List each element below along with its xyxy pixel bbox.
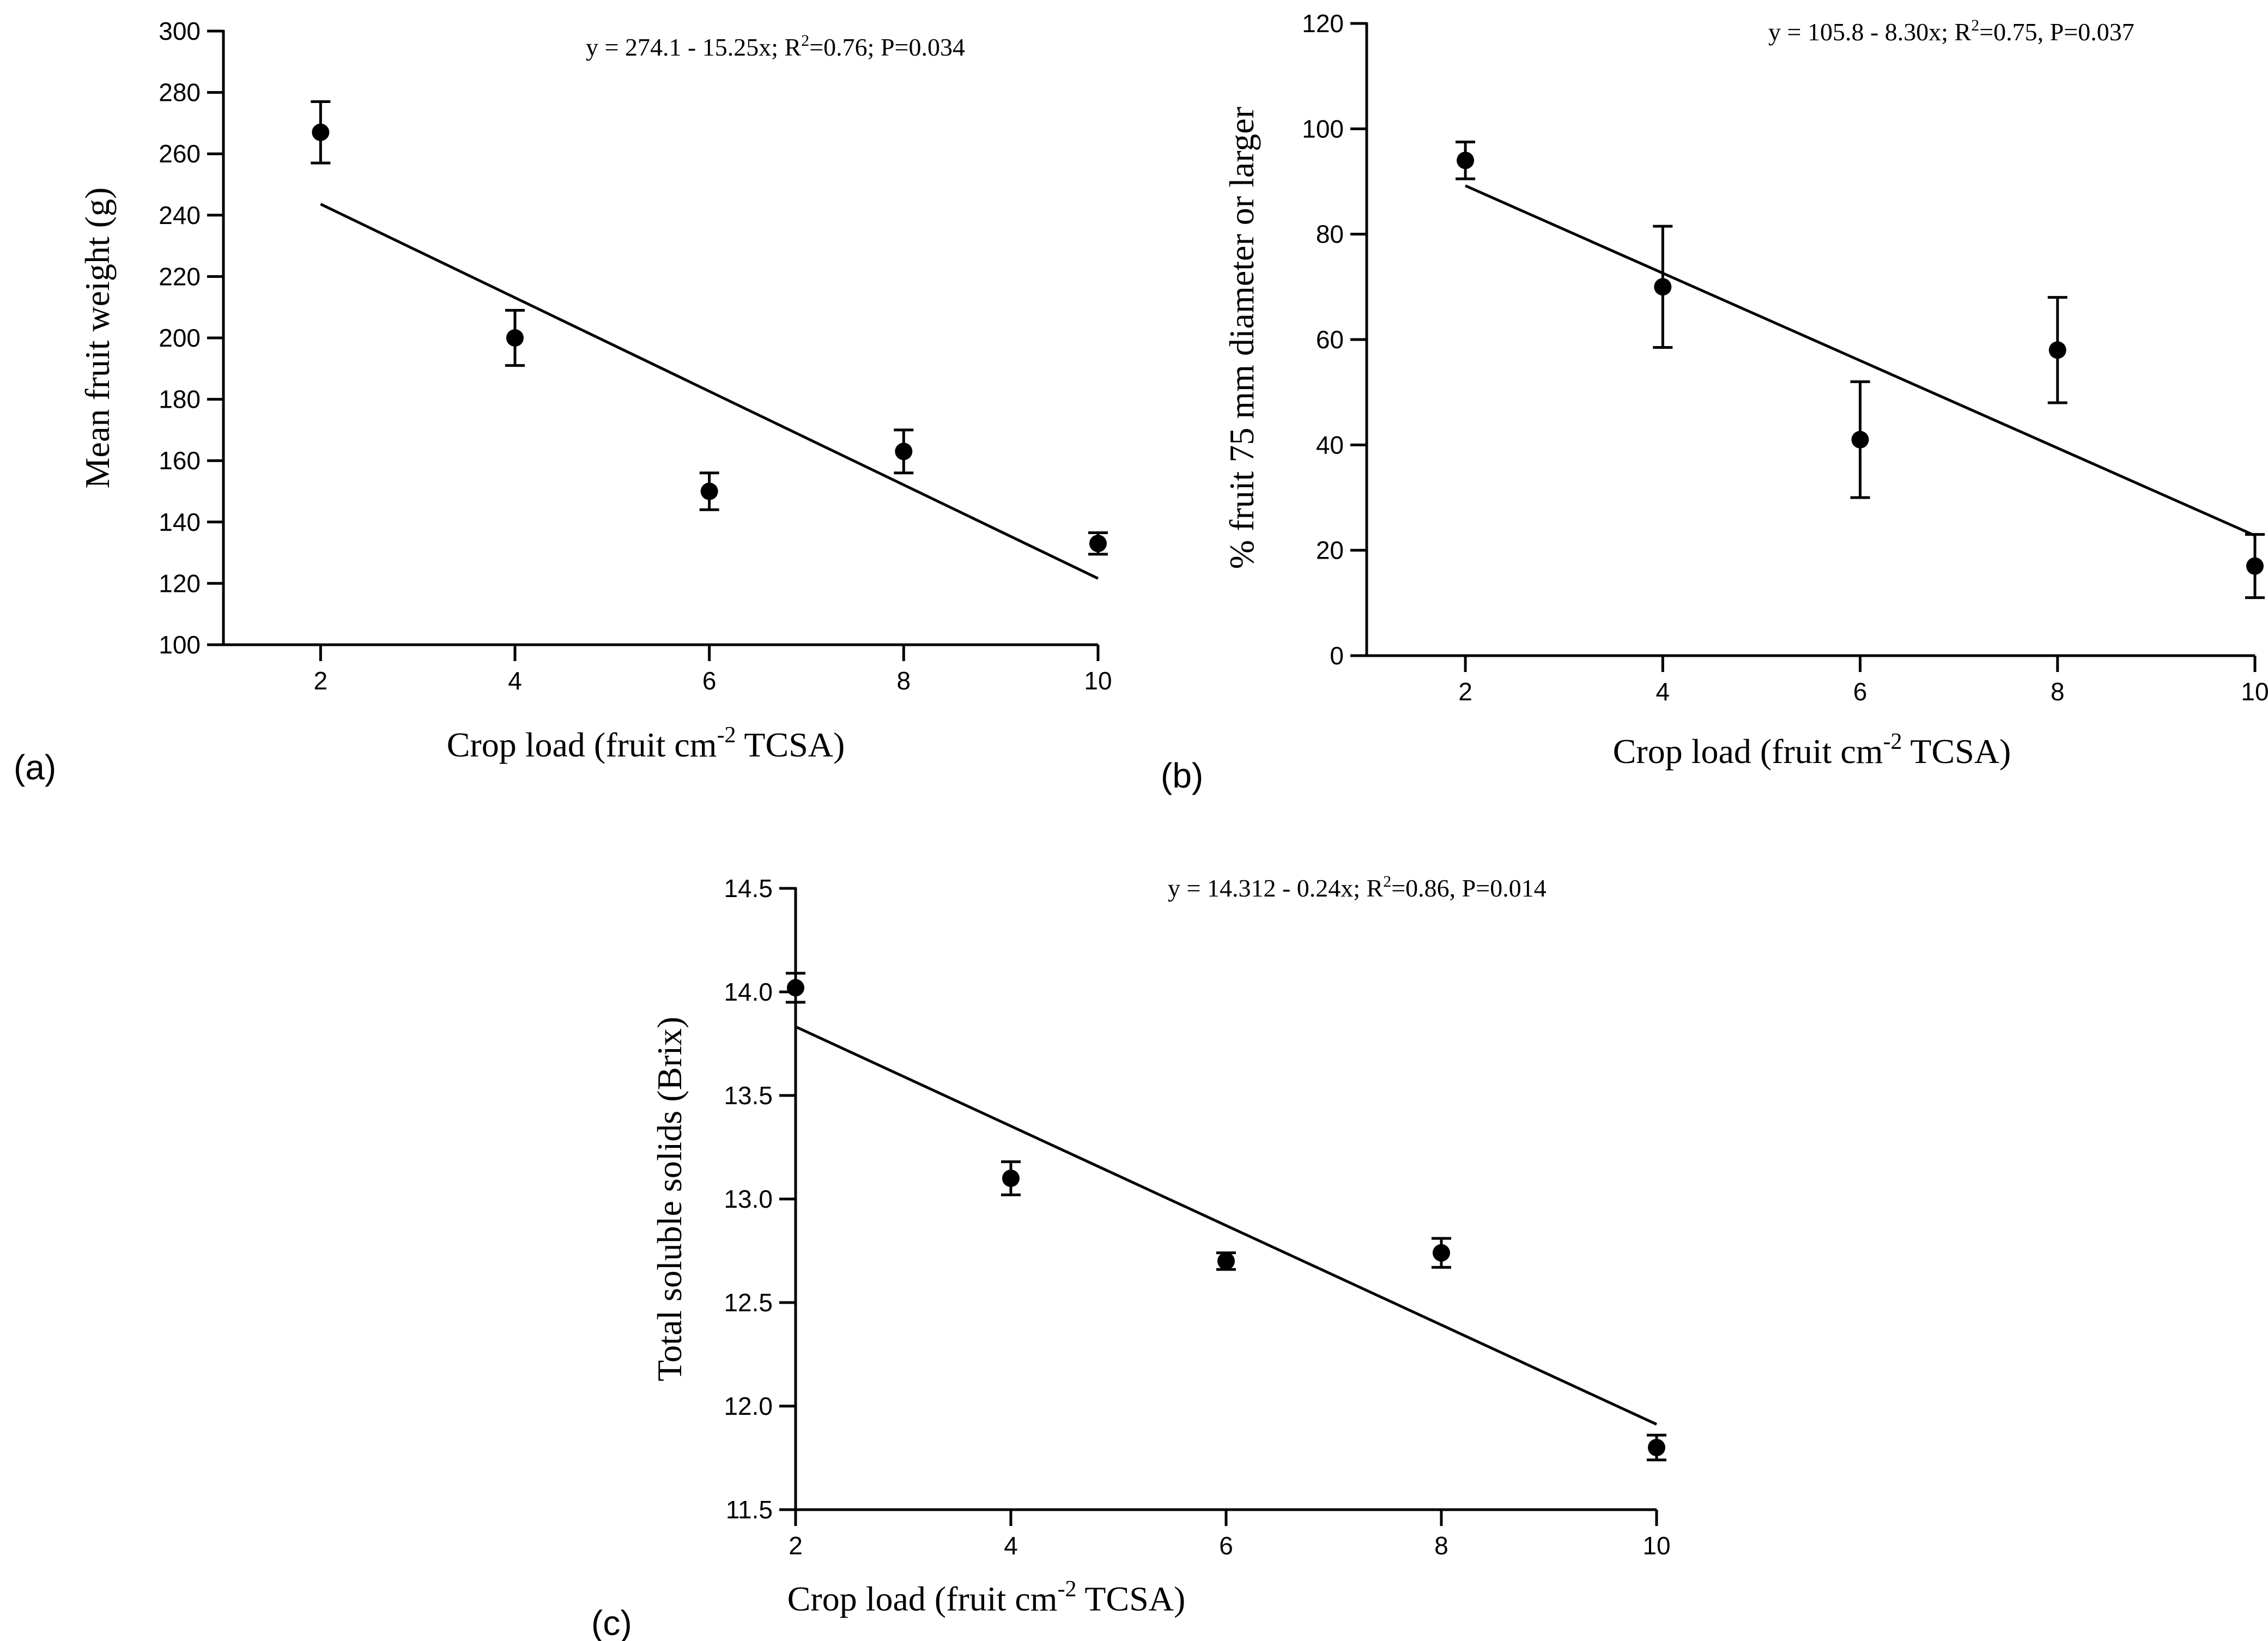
- x-tick-label: 4: [1656, 677, 1670, 706]
- y-axis-label: Total soluble solids (Brix): [650, 1016, 689, 1381]
- y-tick-label: 0: [1330, 641, 1344, 670]
- y-axis-label: Mean fruit weight (g): [78, 187, 117, 489]
- x-tick-label: 4: [1004, 1531, 1018, 1560]
- panel-label: (a): [14, 748, 56, 787]
- x-tick-label: 2: [314, 667, 328, 695]
- data-point: [2246, 557, 2264, 575]
- x-tick-label: 10: [1642, 1531, 1670, 1560]
- data-point: [2048, 341, 2066, 359]
- regression-equation: y = 14.312 - 0.24x; R2=0.86, P=0.014: [1168, 873, 1547, 902]
- y-tick-label: 160: [159, 446, 201, 475]
- x-axis-label: Crop load (fruit cm-2 TCSA): [787, 1577, 1186, 1618]
- x-tick-label: 8: [897, 667, 911, 695]
- data-point: [1851, 431, 1869, 449]
- y-tick-label: 14.5: [724, 874, 773, 903]
- data-point: [700, 482, 718, 500]
- data-point: [1433, 1244, 1450, 1262]
- y-tick-label: 100: [1302, 114, 1344, 143]
- y-tick-label: 13.0: [724, 1185, 773, 1213]
- y-tick-label: 20: [1316, 536, 1344, 565]
- data-point: [1002, 1170, 1020, 1187]
- chart-panel-3: 11.5 12.0 12.5 13.0 13.5 14.0 14.5 2 4 6 8 10 y = 14…: [591, 873, 1671, 1641]
- x-tick-label: 6: [702, 667, 717, 695]
- x-axis-label: Crop load (fruit cm-2 TCSA): [1613, 729, 2011, 771]
- regression-equation: y = 274.1 - 15.25x; R2=0.76; P=0.034: [586, 32, 965, 61]
- y-tick-label: 40: [1316, 431, 1344, 459]
- equation-part: y = 274.1 - 15.25x; R: [586, 33, 802, 61]
- data-point: [895, 443, 913, 461]
- equation-part: =0.75, P=0.037: [1979, 18, 2134, 46]
- regression-line: [1465, 184, 2256, 537]
- y-tick-label: 200: [159, 324, 201, 352]
- data-point: [1648, 1439, 1665, 1456]
- x-axis-label-part: TCSA): [1902, 732, 2011, 771]
- y-tick-label: 60: [1316, 325, 1344, 354]
- equation-part: y = 105.8 - 8.30x; R: [1768, 18, 1972, 46]
- chart-panel-1: 100 120 140 160 180 200 220 240 260 280 300 2 4 6 8 10 y…: [14, 17, 1112, 787]
- data-point: [1654, 278, 1672, 296]
- y-tick-label: 12.0: [724, 1392, 773, 1420]
- regression-equation: y = 105.8 - 8.30x; R2=0.75, P=0.037: [1768, 16, 2134, 46]
- y-tick-label: 80: [1316, 220, 1344, 249]
- y-tick-label: 14.0: [724, 978, 773, 1006]
- equation-part: y = 14.312 - 0.24x; R: [1168, 874, 1384, 902]
- y-tick-label: 100: [159, 631, 201, 659]
- x-tick-label: 2: [1458, 677, 1472, 706]
- x-tick-label: 6: [1219, 1531, 1233, 1560]
- x-tick-label: 8: [2051, 677, 2065, 706]
- y-tick-label: 300: [159, 17, 201, 45]
- y-tick-label: 260: [159, 140, 201, 168]
- y-tick-label: 140: [159, 508, 201, 536]
- y-tick-label: 120: [159, 569, 201, 597]
- x-axis-label-superscript: -2: [1883, 729, 1902, 754]
- y-tick-label: 11.5: [726, 1495, 773, 1524]
- regression-line: [795, 1025, 1658, 1426]
- x-axis-label-part: TCSA): [1077, 1579, 1186, 1618]
- x-tick-label: 8: [1434, 1531, 1448, 1560]
- data-point: [506, 329, 524, 347]
- y-axis-label: % fruit 75 mm diameter or larger: [1222, 107, 1261, 569]
- data-point: [312, 123, 330, 141]
- x-axis-label-superscript: -2: [717, 723, 736, 748]
- x-axis-label-part: Crop load (fruit cm: [787, 1579, 1058, 1618]
- x-tick-label: 10: [1084, 667, 1112, 695]
- x-tick-label: 4: [508, 667, 522, 695]
- data-point: [1089, 535, 1107, 553]
- x-axis-label-part: Crop load (fruit cm: [447, 725, 717, 764]
- x-tick-label: 6: [1853, 677, 1867, 706]
- x-axis-label-superscript: -2: [1058, 1577, 1077, 1602]
- x-axis-label: Crop load (fruit cm-2 TCSA): [447, 723, 845, 764]
- equation-part: =0.76; P=0.034: [809, 33, 965, 61]
- panel-label: (b): [1161, 756, 1203, 795]
- x-axis-label-part: Crop load (fruit cm: [1613, 732, 1883, 771]
- data-point: [1457, 152, 1475, 169]
- equation-superscript: 2: [801, 32, 809, 50]
- data-point: [787, 979, 804, 997]
- y-tick-label: 180: [159, 385, 201, 414]
- y-tick-label: 220: [159, 262, 201, 290]
- data-point: [1217, 1252, 1235, 1270]
- regression-line: [320, 203, 1099, 580]
- equation-superscript: 2: [1971, 16, 1979, 34]
- y-tick-label: 120: [1302, 9, 1344, 38]
- equation-superscript: 2: [1383, 873, 1391, 891]
- x-tick-label: 2: [789, 1531, 803, 1560]
- equation-part: =0.86, P=0.014: [1391, 874, 1546, 902]
- y-tick-label: 280: [159, 78, 201, 107]
- chart-panel-2: 0 20 40 60 80 100 120 2 4 6 8 10 y = 105.8 - 8.30x; …: [1161, 9, 2268, 795]
- panel-label: (c): [591, 1603, 632, 1641]
- y-tick-label: 240: [159, 201, 201, 229]
- y-tick-label: 12.5: [724, 1288, 773, 1317]
- x-axis-label-part: TCSA): [736, 725, 845, 764]
- x-tick-label: 10: [2241, 677, 2268, 706]
- y-tick-label: 13.5: [724, 1081, 773, 1110]
